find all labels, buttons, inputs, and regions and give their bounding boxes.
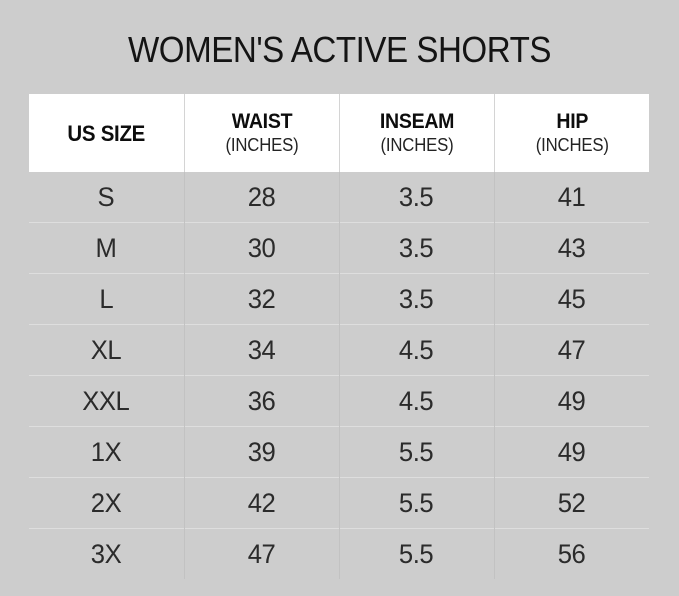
table-row: S 28 3.5 41 [29, 172, 649, 223]
cell-hip: 45 [494, 273, 649, 325]
cell-hip-value: 49 [557, 386, 586, 416]
column-header-hip: HIP (INCHES) [494, 94, 649, 172]
table-row: XXL 36 4.5 49 [29, 375, 649, 427]
cell-hip: 52 [494, 477, 649, 529]
column-header-inseam: INSEAM (INCHES) [339, 94, 495, 172]
cell-inseam: 4.5 [339, 324, 495, 376]
column-header-us-size-label: US SIZE [67, 120, 146, 146]
table-row: M 30 3.5 43 [29, 222, 649, 274]
cell-waist: 42 [184, 477, 340, 529]
cell-us-size: XL [29, 324, 185, 376]
cell-inseam: 5.5 [339, 477, 495, 529]
cell-waist-value: 36 [247, 386, 276, 416]
cell-hip: 49 [494, 426, 649, 478]
cell-hip-value: 56 [557, 539, 586, 569]
cell-hip: 43 [494, 222, 649, 274]
cell-hip-value: 52 [557, 488, 586, 518]
cell-inseam-value: 4.5 [399, 335, 434, 365]
cell-waist-value: 30 [247, 233, 276, 263]
cell-waist-value: 39 [247, 437, 276, 467]
column-header-inseam-unit: (INCHES) [380, 135, 453, 155]
cell-us-size: M [29, 222, 185, 274]
cell-hip-value: 43 [557, 233, 586, 263]
cell-inseam-value: 3.5 [399, 233, 434, 263]
cell-hip-value: 45 [557, 284, 586, 314]
cell-inseam-value: 4.5 [399, 386, 434, 416]
table-row: 3X 47 5.5 56 [29, 528, 649, 579]
table-header: US SIZE WAIST (INCHES) INSEAM (INCHES) H… [29, 94, 649, 172]
cell-hip-value: 47 [557, 335, 586, 365]
cell-inseam-value: 5.5 [399, 539, 434, 569]
cell-us-size: L [29, 273, 185, 325]
cell-inseam: 3.5 [339, 222, 495, 274]
page-title: WOMEN'S ACTIVE SHORTS [128, 29, 551, 70]
cell-waist: 36 [184, 375, 340, 427]
cell-waist: 32 [184, 273, 340, 325]
cell-waist: 30 [184, 222, 340, 274]
cell-us-size: 3X [29, 528, 185, 579]
table-row: L 32 3.5 45 [29, 273, 649, 325]
column-header-us-size: US SIZE [29, 94, 185, 172]
cell-us-size-value: 1X [91, 437, 122, 467]
table-row: XL 34 4.5 47 [29, 324, 649, 376]
size-chart-table: US SIZE WAIST (INCHES) INSEAM (INCHES) H… [29, 94, 649, 579]
cell-waist-value: 42 [247, 488, 276, 518]
cell-waist-value: 47 [247, 539, 276, 569]
cell-inseam: 4.5 [339, 375, 495, 427]
cell-hip: 41 [494, 172, 649, 223]
table-body: S 28 3.5 41 M 30 3.5 43 L 32 3.5 45 XL 34 4.5 47 XXL 36 4.… [29, 172, 649, 579]
cell-waist: 47 [184, 528, 340, 579]
column-header-hip-unit: (INCHES) [535, 135, 609, 155]
cell-waist: 34 [184, 324, 340, 376]
cell-waist-value: 32 [247, 284, 276, 314]
cell-us-size: 1X [29, 426, 185, 478]
cell-inseam-value: 3.5 [399, 284, 434, 314]
cell-us-size-value: XL [91, 335, 122, 365]
cell-us-size-value: XXL [82, 386, 131, 416]
column-header-waist: WAIST (INCHES) [184, 94, 340, 172]
table-row: 2X 42 5.5 52 [29, 477, 649, 529]
cell-inseam: 5.5 [339, 528, 495, 579]
cell-waist: 39 [184, 426, 340, 478]
cell-waist: 28 [184, 172, 340, 223]
cell-us-size: S [29, 172, 185, 223]
cell-waist-value: 34 [247, 335, 276, 365]
cell-us-size: XXL [29, 375, 185, 427]
column-header-waist-label: WAIST [231, 110, 292, 133]
cell-us-size-value: M [95, 233, 117, 263]
cell-waist-value: 28 [247, 182, 276, 212]
cell-inseam-value: 5.5 [399, 488, 434, 518]
cell-hip-value: 41 [557, 182, 586, 212]
column-header-inseam-label: INSEAM [379, 110, 454, 133]
cell-hip: 56 [494, 528, 649, 579]
cell-inseam: 3.5 [339, 172, 495, 223]
cell-inseam: 3.5 [339, 273, 495, 325]
cell-us-size-value: 2X [91, 488, 122, 518]
table-header-row: US SIZE WAIST (INCHES) INSEAM (INCHES) H… [29, 94, 649, 172]
table-row: 1X 39 5.5 49 [29, 426, 649, 478]
cell-inseam-value: 5.5 [399, 437, 434, 467]
column-header-waist-unit: (INCHES) [225, 135, 298, 155]
cell-hip: 49 [494, 375, 649, 427]
cell-inseam: 5.5 [339, 426, 495, 478]
cell-hip: 47 [494, 324, 649, 376]
cell-us-size: 2X [29, 477, 185, 529]
cell-us-size-value: S [97, 182, 115, 212]
cell-us-size-value: L [99, 284, 114, 314]
column-header-hip-label: HIP [555, 110, 588, 133]
cell-inseam-value: 3.5 [399, 182, 434, 212]
cell-hip-value: 49 [557, 437, 586, 467]
cell-us-size-value: 3X [91, 539, 122, 569]
